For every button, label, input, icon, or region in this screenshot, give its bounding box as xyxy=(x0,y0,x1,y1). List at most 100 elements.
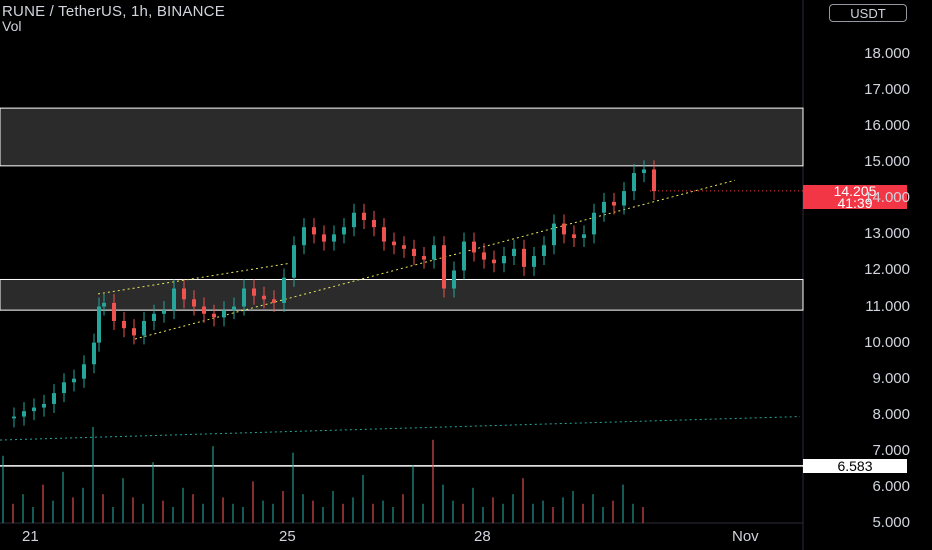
price-tick-label: 13.000 xyxy=(864,225,910,243)
candle-body xyxy=(632,173,636,192)
candle-body xyxy=(412,248,416,257)
volume-bar xyxy=(392,507,394,523)
price-tick-label: 6.000 xyxy=(872,477,910,495)
candle-body xyxy=(102,302,106,307)
volume-bar xyxy=(422,503,424,523)
candle-body xyxy=(132,328,136,336)
price-tick-label: 10.000 xyxy=(864,333,910,351)
candle-body xyxy=(502,256,506,264)
price-tick-label: 7.000 xyxy=(872,441,910,459)
price-tick-label: 5.000 xyxy=(872,514,910,531)
volume-bar xyxy=(372,503,374,523)
candle-body xyxy=(72,378,76,383)
volume-bar xyxy=(292,452,294,523)
candle-body xyxy=(202,306,206,314)
time-tick-label: 21 xyxy=(22,528,39,545)
candle-body xyxy=(602,201,606,213)
candle-body xyxy=(52,393,56,404)
candle-body xyxy=(252,288,256,296)
candle-body xyxy=(32,407,36,412)
candle-body xyxy=(652,169,656,192)
candle-body xyxy=(622,191,626,206)
volume-bar xyxy=(82,487,84,523)
candle-body xyxy=(592,212,596,235)
volume-bar xyxy=(522,478,524,523)
candle-body xyxy=(392,241,396,246)
volume-bar xyxy=(582,503,584,523)
price-tick-label: 8.000 xyxy=(872,405,910,423)
candle-body xyxy=(82,364,86,379)
candle-body xyxy=(162,310,166,314)
candle-body xyxy=(362,212,366,220)
candle-body xyxy=(122,320,126,329)
volume-bar xyxy=(22,494,24,523)
volume-bar xyxy=(632,503,634,523)
candle-body xyxy=(242,288,246,307)
volume-bar xyxy=(342,503,344,523)
volume-bar xyxy=(122,478,124,523)
candle-body xyxy=(182,288,186,300)
volume-indicator-label[interactable]: Vol xyxy=(2,18,22,34)
bar-countdown: 41:39 xyxy=(837,195,873,211)
volume-bar xyxy=(172,507,174,523)
volume-bar xyxy=(202,503,204,523)
last-price-label: 14.205 41:39 xyxy=(803,184,907,211)
volume-bar xyxy=(512,494,514,523)
candle-body xyxy=(322,234,326,242)
volume-bar xyxy=(242,507,244,523)
candle-body xyxy=(572,234,576,238)
volume-bar xyxy=(252,481,254,523)
volume-bar xyxy=(12,503,14,523)
candle-body xyxy=(352,212,356,228)
candle-body xyxy=(272,299,276,303)
volume-bar xyxy=(472,487,474,523)
candle-body xyxy=(97,306,101,343)
candle-body xyxy=(532,256,536,267)
candle-body xyxy=(542,245,546,257)
candle-body xyxy=(222,310,226,318)
candle-body xyxy=(642,169,646,174)
horizontal-line-price: 6.583 xyxy=(803,459,907,473)
candle-body xyxy=(172,288,176,311)
candle-body xyxy=(552,223,556,246)
volume-bar xyxy=(112,507,114,523)
time-tick-label: 25 xyxy=(279,528,296,545)
price-tick-label: 9.000 xyxy=(872,369,910,387)
candle-body xyxy=(492,259,496,264)
volume-bar xyxy=(362,475,364,523)
volume-bar xyxy=(212,446,214,523)
candle-body xyxy=(192,299,196,307)
volume-bar xyxy=(542,500,544,523)
volume-bar xyxy=(272,503,274,523)
candle-body xyxy=(312,227,316,235)
candle-body xyxy=(142,320,146,336)
volume-bar xyxy=(132,497,134,523)
price-tick-label: 14.000 xyxy=(864,189,910,207)
zone-rectangle-1 xyxy=(0,107,804,167)
candle-body xyxy=(332,234,336,242)
currency-button[interactable]: USDT xyxy=(829,4,907,22)
volume-bar xyxy=(282,491,284,523)
volume-bar xyxy=(322,507,324,523)
price-tick-label: 12.000 xyxy=(864,261,910,279)
candle-body xyxy=(262,295,266,300)
volume-bar xyxy=(462,503,464,523)
candle-body xyxy=(462,241,466,271)
candle-body xyxy=(422,256,426,260)
volume-bar xyxy=(42,484,44,523)
volume-bar xyxy=(312,500,314,523)
candle-body xyxy=(432,245,436,260)
candle-body xyxy=(372,219,376,228)
candle-body xyxy=(112,302,116,321)
volume-bar xyxy=(562,497,564,523)
volume-bar xyxy=(552,507,554,523)
volume-bar xyxy=(612,500,614,523)
volume-bar xyxy=(432,439,434,523)
candle-body xyxy=(62,382,66,394)
volume-bar xyxy=(232,503,234,523)
volume-bar xyxy=(642,507,644,523)
volume-bar xyxy=(382,500,384,523)
volume-bar xyxy=(492,497,494,523)
volume-bar xyxy=(142,503,144,523)
